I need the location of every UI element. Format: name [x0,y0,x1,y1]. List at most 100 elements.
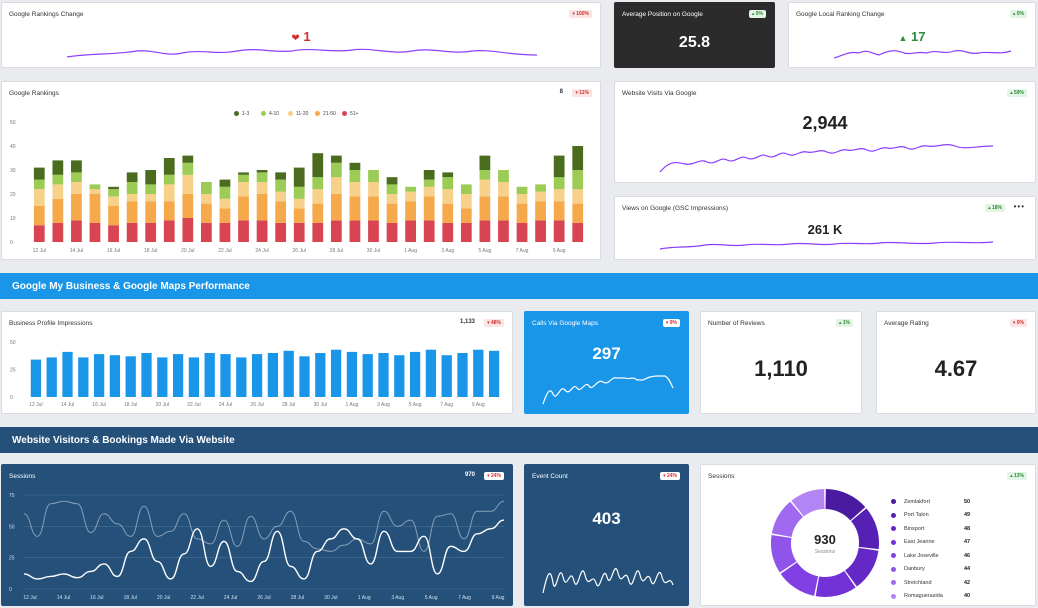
x-tick-label: 30 Jul [367,248,380,254]
x-tick-label: 26 Jul [293,248,306,254]
calls-maps-value: 297 [592,344,621,363]
website-visits-sparkline [659,143,994,173]
x-tick-label: 14 Jul [70,248,83,254]
bar-segment [52,198,64,223]
profile-impressions-card[interactable]: Business Profile Impressions 1,133 ▾ 48%… [1,311,513,414]
legend-row[interactable]: Danbury 44 [891,563,970,577]
card-title: Average Position on Google [622,11,703,18]
google-rankings-card[interactable]: Google Rankings 8 ▾ 11% 1-3 4-10 11-20 21-5… [1,81,601,260]
bar-segment [535,184,546,192]
y-tick-label: 30 [10,168,16,174]
bar [188,357,200,397]
bar-segment [219,222,231,242]
sessions-pie-card[interactable]: Sessions ▴ 13% 930 Sessions Zemlakfort 50… [700,464,1036,606]
donut-center-value: 930 [814,532,836,547]
legend-row[interactable]: Binsport 48 [891,522,970,536]
legend-dot-icon [891,553,896,559]
avg-position-card[interactable]: Average Position on Google ▴ 0% 25.8 [614,2,775,68]
x-tick-label: 7 Aug [440,402,453,408]
bar-segment [200,203,212,223]
legend-item-4-10[interactable]: 4-10 [261,111,279,117]
event-count-card[interactable]: Event Count ▾ 24% 403 [524,464,689,606]
legend-row[interactable]: East Jeanne 47 [891,536,970,550]
bar-segment [349,220,361,242]
bar-segment [312,177,324,190]
bar-segment [293,208,305,223]
bar-segment [368,220,379,242]
card-title: Sessions [708,473,735,480]
bar-segment [71,194,82,221]
bar-segment [145,201,157,223]
legend-value: 40 [964,593,971,600]
bar-segment [572,189,584,204]
bar-segment [460,184,472,194]
bar-segment [368,170,379,182]
bar-segment [89,184,101,190]
legend-item-51+[interactable]: 51+ [342,111,358,117]
legend-row[interactable]: Streichland 42 [891,576,970,590]
y-tick-label: 10 [10,216,16,222]
bar [46,357,57,397]
legend-value: 42 [964,579,971,586]
x-tick-label: 20 Jul [157,595,170,601]
sessions-donut-chart [771,489,879,597]
avg-rating-value: 4.67 [934,356,978,381]
avg-rating-card[interactable]: Average Rating ▾ 0% 4.67 [876,311,1036,414]
bar-segment [442,189,454,204]
y-tick-label: 75 [9,493,15,499]
legend-dot-icon [234,111,239,117]
legend-item-11-20[interactable]: 11-20 [288,111,308,117]
bar-segment [386,194,398,204]
legend-row[interactable]: Romaguerasida 40 [891,590,970,604]
bar-segment [256,170,268,173]
bar-segment [516,186,528,194]
bar [441,355,452,397]
change-badge: ▾ 48% [484,319,504,327]
bar-segment [479,155,491,170]
sessions-line-card[interactable]: Sessions 970 ▾ 24% 0 25 50 75 12 Jul 14 Jul 16… [1,464,513,606]
legend-item-1-3[interactable]: 1-3 [234,111,249,117]
more-options-icon[interactable]: ••• [1013,202,1025,211]
card-title: Sessions [9,473,36,480]
legend-row[interactable]: Port Talon 49 [891,509,970,523]
views-google-card[interactable]: Views on Google (GSC Impressions) ▴ 18% … [614,196,1036,260]
change-badge: ▴ 18% [985,204,1005,212]
x-tick-label: 12 Jul [33,248,46,254]
bar-segment [330,155,342,163]
reviews-card[interactable]: Number of Reviews ▴ 1% 1,110 [700,311,862,414]
bar-segment [163,220,175,242]
bar-segment [89,222,101,242]
legend-item-21-50[interactable]: 21-50 [315,111,336,117]
y-tick-label: 20 [10,192,16,198]
card-title: Average Rating [884,320,929,327]
change-badge: ▾ 24% [484,472,504,480]
donut-slice [851,508,879,550]
x-tick-label: 22 Jul [190,595,203,601]
legend-label: Binsport [904,525,925,532]
website-visits-card[interactable]: Website Visits Via Google ▴ 59% 2,944 [614,81,1036,183]
legend-label: Streichland [904,579,932,586]
sessions-count: 970 [464,472,475,478]
legend-label: 21-50 [323,111,336,117]
x-tick-label: 5 Aug [409,402,422,408]
x-tick-label: 28 Jul [330,248,343,254]
legend-row[interactable]: Lake Joseville 46 [891,549,970,563]
bar-segment [405,191,417,202]
legend-row[interactable]: Zemlakfort 50 [891,495,970,509]
y-tick-label: 50 [10,120,16,126]
change-badge: ▴ 0% [1009,10,1027,18]
calls-maps-card[interactable]: Calls Via Google Maps ▾ 9% 297 [524,311,689,414]
x-tick-label: 14 Jul [57,595,70,601]
bar-segment [238,182,249,197]
bar-segment [163,184,175,202]
bar-segment [33,167,45,180]
y-tick-label: 0 [10,395,13,401]
rankings-change-card[interactable]: Google Rankings Change ▾ 100% ❤ 1 [1,2,601,68]
legend-dot-icon [261,111,266,117]
bar [346,351,358,397]
calls-maps-sparkline [542,375,674,405]
legend-label: Romaguerasida [904,593,943,600]
bar-segment [386,222,398,242]
local-ranking-card[interactable]: Google Local Ranking Change ▴ 0% ▲ 17 [788,2,1036,68]
bar [409,351,421,397]
